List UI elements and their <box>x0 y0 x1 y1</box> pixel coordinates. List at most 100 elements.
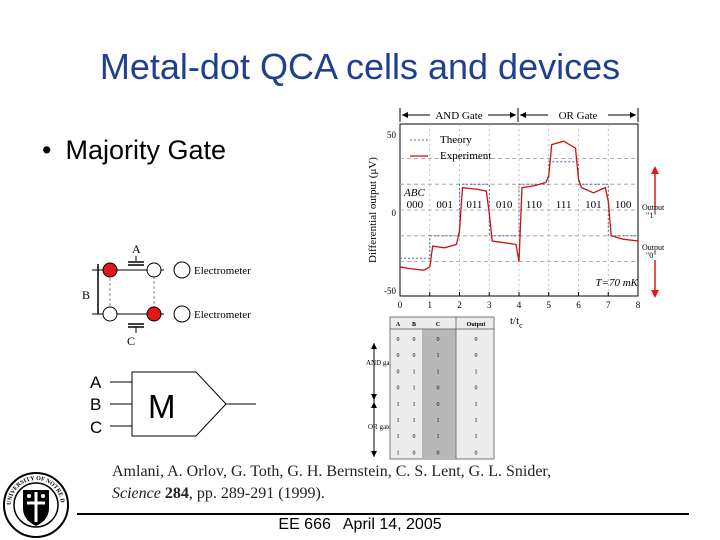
qca-cell-schematic: A B C Electrometer Electrometer <box>82 242 251 346</box>
abc-state-011: 011 <box>466 199 482 211</box>
dot-bottom-right <box>146 306 162 322</box>
label-b: B <box>82 288 90 302</box>
abc-state-labels: 000 001 011 010 110 111 101 100 <box>407 199 632 211</box>
tt-cell-3-0: 0 <box>397 386 400 392</box>
x-tick-7: 7 <box>606 300 611 310</box>
footer-date: April 14, 2005 <box>342 516 442 533</box>
electrometer-1-label: Electrometer <box>194 265 251 277</box>
tt-cell-0-1: 0 <box>413 337 416 343</box>
gate-label: M <box>148 388 176 425</box>
x-tick-1: 1 <box>428 300 433 310</box>
output-low-line2: "0" <box>646 251 657 260</box>
x-tick-5: 5 <box>547 300 552 310</box>
legend-theory: Theory <box>440 134 472 146</box>
tt-cell-5-3: 1 <box>475 418 478 424</box>
gate-input-a: A <box>90 373 102 392</box>
tt-cell-6-1: 0 <box>413 434 416 440</box>
abc-state-110: 110 <box>526 199 543 211</box>
footer-course: EE 666 <box>278 516 331 533</box>
dot-top-right <box>146 262 162 278</box>
tt-cell-2-3: 1 <box>475 369 478 375</box>
abc-header: ABC <box>403 187 425 199</box>
and-arrow-top <box>371 343 377 349</box>
tt-cell-6-0: 1 <box>397 434 400 440</box>
footer-rule <box>77 513 689 515</box>
table-shaded-column <box>422 329 456 459</box>
x-tick-8: 8 <box>636 300 641 310</box>
abc-state-111: 111 <box>556 199 572 211</box>
x-ticks: 0 1 2 3 4 5 6 7 8 <box>398 292 641 310</box>
citation-journal: Science <box>112 485 161 502</box>
tt-cell-0-3: 0 <box>475 337 478 343</box>
tt-cell-4-0: 1 <box>397 402 400 408</box>
electrometer-2-label: Electrometer <box>194 309 251 321</box>
abc-state-101: 101 <box>585 199 602 211</box>
slide-title: Metal-dot QCA cells and devices <box>99 46 621 87</box>
label-a: A <box>132 242 141 256</box>
dot-bottom-left <box>102 306 118 322</box>
bullet-dot: • <box>42 135 52 165</box>
x-tick-2: 2 <box>457 300 462 310</box>
bullet-text: Majority Gate <box>65 135 227 165</box>
tt-cell-2-0: 0 <box>397 369 400 375</box>
x-tick-6: 6 <box>576 300 581 310</box>
citation-volume: 284 <box>164 485 189 502</box>
gate-input-b: B <box>90 395 101 414</box>
citation-reference: Science 284, pp. 289-291 (1999). <box>112 483 672 505</box>
abc-state-010: 010 <box>496 199 513 211</box>
tt-cell-4-2: 0 <box>437 402 440 408</box>
university-seal-logo: UNIVERSITY OF NOTRE DAME <box>1 470 69 538</box>
and-bracket-head-right <box>510 112 516 118</box>
tt-cell-0-0: 0 <box>397 337 400 343</box>
or-gate-label: OR gate <box>368 423 391 431</box>
y-tick-50: 50 <box>387 130 397 140</box>
tt-cell-7-2: 0 <box>437 450 440 456</box>
abc-state-000: 000 <box>407 199 424 211</box>
x-axis-label: t/tc <box>510 315 523 330</box>
cell-boundary <box>109 269 155 315</box>
truth-table: AND gate OR gate A B C Output 0 0 0 0 0 0 1 0 0 1 1 1 0 1… <box>366 316 495 460</box>
legend-experiment: Experiment <box>440 150 491 162</box>
output-high-line2: "1" <box>646 211 657 220</box>
and-bracket-head-left <box>402 112 408 118</box>
series-layer <box>399 140 639 271</box>
or-arrow-bottom <box>371 451 377 457</box>
tt-cell-4-3: 1 <box>475 402 478 408</box>
tt-cell-6-3: 1 <box>475 434 478 440</box>
abc-state-100: 100 <box>615 199 632 211</box>
output-low-arrowhead <box>651 290 659 298</box>
gate-input-c: C <box>90 418 102 437</box>
tt-header-a: A <box>396 322 401 328</box>
output-high-line1: Output <box>642 203 665 212</box>
tt-cell-3-1: 1 <box>413 386 416 392</box>
tt-cell-2-2: 1 <box>437 369 440 375</box>
tt-cell-0-2: 0 <box>437 337 440 343</box>
tt-cell-4-1: 1 <box>413 402 416 408</box>
tt-cell-3-2: 0 <box>437 386 440 392</box>
and-arrow-bottom <box>371 394 377 400</box>
tt-cell-7-3: 0 <box>475 450 478 456</box>
or-arrow-top <box>371 402 377 408</box>
citation: Amlani, A. Orlov, G. Toth, G. H. Bernste… <box>112 461 672 505</box>
or-bracket-head-left <box>520 112 526 118</box>
tt-cell-1-3: 0 <box>475 353 478 359</box>
tt-cell-1-0: 0 <box>397 353 400 359</box>
tt-cell-7-0: 1 <box>397 450 400 456</box>
citation-authors: Amlani, A. Orlov, G. Toth, G. H. Bernste… <box>112 463 552 480</box>
table-cells: A B C Output 0 0 0 0 0 0 1 0 0 1 1 1 0 1 0 0 1 1 0 1 1 1 1 1 1 0 1 1 1 0 0… <box>396 322 486 456</box>
temperature-label: T=70 mK <box>595 277 638 289</box>
electrometer-2-circle <box>173 305 191 323</box>
or-gate-bracket-label: OR Gate <box>559 110 598 122</box>
tt-cell-5-0: 1 <box>397 418 400 424</box>
tt-header-b: B <box>412 322 416 328</box>
tt-cell-2-1: 1 <box>413 369 416 375</box>
y-axis-label: Differential output (μV) <box>367 157 379 263</box>
y-tick-minus50: -50 <box>384 286 396 296</box>
x-tick-3: 3 <box>487 300 492 310</box>
label-c: C <box>127 334 135 346</box>
tt-header-c: C <box>436 322 440 328</box>
output-low-line1: Output <box>642 243 665 252</box>
citation-pages: , pp. 289-291 (1999). <box>188 485 325 502</box>
x-axis-label-sub: c <box>519 321 523 330</box>
tt-cell-3-3: 0 <box>475 386 478 392</box>
